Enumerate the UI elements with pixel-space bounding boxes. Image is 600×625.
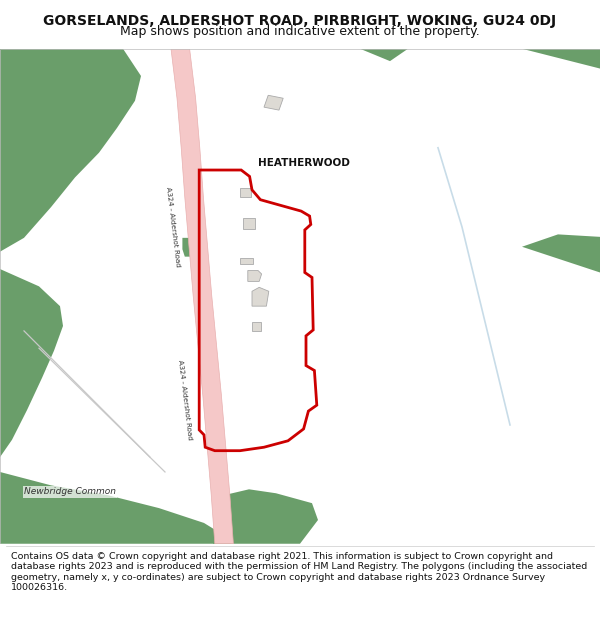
Polygon shape bbox=[240, 188, 251, 198]
Polygon shape bbox=[182, 238, 191, 257]
Text: A324 - Aldershot Road: A324 - Aldershot Road bbox=[165, 186, 181, 268]
Text: Contains OS data © Crown copyright and database right 2021. This information is : Contains OS data © Crown copyright and d… bbox=[11, 552, 587, 592]
Polygon shape bbox=[213, 489, 318, 544]
Polygon shape bbox=[0, 49, 141, 252]
Polygon shape bbox=[243, 218, 255, 229]
Polygon shape bbox=[522, 234, 600, 272]
Polygon shape bbox=[240, 258, 253, 264]
Polygon shape bbox=[248, 271, 262, 281]
Polygon shape bbox=[264, 95, 283, 110]
Polygon shape bbox=[171, 49, 233, 544]
Text: GORSELANDS, ALDERSHOT ROAD, PIRBRIGHT, WOKING, GU24 0DJ: GORSELANDS, ALDERSHOT ROAD, PIRBRIGHT, W… bbox=[43, 14, 557, 28]
Polygon shape bbox=[522, 49, 600, 69]
Text: HEATHERWOOD: HEATHERWOOD bbox=[258, 158, 350, 168]
Text: A324 - Aldershot Road: A324 - Aldershot Road bbox=[177, 360, 193, 441]
Polygon shape bbox=[252, 288, 269, 306]
Text: Map shows position and indicative extent of the property.: Map shows position and indicative extent… bbox=[120, 25, 480, 38]
Polygon shape bbox=[360, 49, 408, 61]
Polygon shape bbox=[0, 472, 231, 544]
Text: Newbridge Common: Newbridge Common bbox=[24, 488, 116, 496]
Polygon shape bbox=[0, 269, 63, 457]
Polygon shape bbox=[252, 322, 261, 331]
